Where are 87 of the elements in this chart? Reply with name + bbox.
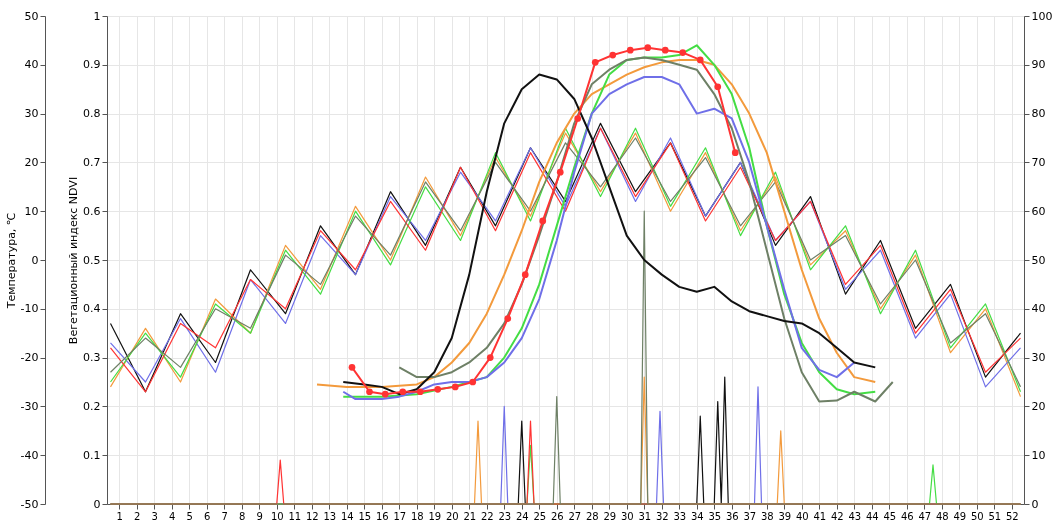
- y2-tick-label: 70: [1031, 155, 1046, 169]
- y3-tick-label: 0: [31, 253, 39, 267]
- y2-tick-label: 100: [1031, 9, 1053, 23]
- x-tick-label: 40: [795, 510, 809, 522]
- y-tick-label: 0: [93, 497, 101, 511]
- y2-tick-label: 60: [1031, 204, 1046, 218]
- x-tick-label: 13: [323, 510, 337, 522]
- x-tick-label: 6: [204, 510, 211, 522]
- x-tick-label: 15: [358, 510, 372, 522]
- x-tick-label: 4: [169, 510, 176, 522]
- y2-tick-label: 80: [1031, 107, 1046, 121]
- x-tick-label: 37: [743, 510, 757, 522]
- x-tick-label: 7: [221, 510, 228, 522]
- y3-tick-label: -20: [20, 351, 39, 365]
- y2-tick-label: 50: [1031, 253, 1046, 267]
- x-tick-label: 33: [673, 510, 687, 522]
- x-tick-label: 49: [953, 510, 967, 522]
- x-tick-label: 43: [848, 510, 862, 522]
- x-tick-label: 47: [918, 510, 932, 522]
- y3-tick-label: -10: [20, 302, 39, 316]
- y2-tick-label: 30: [1031, 351, 1046, 365]
- x-tick-label: 27: [568, 510, 582, 522]
- x-tick-label: 25: [533, 510, 547, 522]
- x-tick-label: 14: [340, 510, 354, 522]
- x-tick-label: 45: [883, 510, 897, 522]
- x-tick-label: 38: [760, 510, 774, 522]
- x-tick-label: 44: [865, 510, 879, 522]
- y-tick-label: 0.7: [83, 155, 101, 169]
- y-tick-label: 1: [93, 9, 101, 23]
- x-tick-label: 26: [550, 510, 564, 522]
- x-tick-label: 41: [813, 510, 827, 522]
- x-tick-label: 34: [690, 510, 704, 522]
- y3-tick-label: -40: [20, 448, 39, 462]
- x-tick-label: 46: [900, 510, 914, 522]
- y3-axis-title: Температура, ℃: [4, 212, 18, 310]
- y3-tick-label: 50: [24, 9, 39, 23]
- y-tick-label: 0.2: [83, 399, 101, 413]
- x-tick-label: 5: [186, 510, 193, 522]
- x-tick-label: 50: [970, 510, 984, 522]
- y-tick-label: 0.5: [83, 253, 101, 267]
- y2-tick-label: 10: [1031, 448, 1046, 462]
- x-tick-label: 2: [134, 510, 141, 522]
- y-axis-title: Вегетационный индекс NDVI: [67, 176, 81, 345]
- x-tick-label: 20: [445, 510, 459, 522]
- x-tick-label: 9: [256, 510, 263, 522]
- y-tick-label: 0.4: [83, 302, 101, 316]
- x-tick-label: 3: [151, 510, 158, 522]
- y2-tick-label: 40: [1031, 302, 1046, 316]
- y-tick-label: 0.6: [83, 204, 101, 218]
- x-tick-label: 1: [116, 510, 123, 522]
- x-tick-label: 11: [288, 510, 302, 522]
- y-tick-label: 0.8: [83, 107, 101, 121]
- x-tick-label: 30: [620, 510, 634, 522]
- x-tick-label: 22: [480, 510, 494, 522]
- x-tick-label: 36: [725, 510, 739, 522]
- x-tick-label: 35: [708, 510, 722, 522]
- x-tick-label: 31: [638, 510, 652, 522]
- x-tick-label: 10: [270, 510, 284, 522]
- x-tick-label: 21: [463, 510, 477, 522]
- x-tick-label: 39: [778, 510, 792, 522]
- y3-tick-label: 10: [24, 204, 39, 218]
- y2-tick-label: 0: [1031, 497, 1039, 511]
- x-tick-label: 16: [375, 510, 389, 522]
- x-tick-label: 17: [393, 510, 407, 522]
- x-tick-label: 28: [585, 510, 599, 522]
- x-tick-label: 8: [239, 510, 246, 522]
- x-tick-label: 32: [655, 510, 669, 522]
- y2-tick-label: 90: [1031, 58, 1046, 72]
- x-tick-label: 24: [515, 510, 529, 522]
- x-tick-label: 52: [1005, 510, 1019, 522]
- x-tick-label: 19: [428, 510, 442, 522]
- y-tick-label: 0.1: [83, 448, 101, 462]
- y2-tick-label: 20: [1031, 399, 1046, 413]
- y3-tick-label: 30: [24, 107, 39, 121]
- x-tick-label: 42: [830, 510, 844, 522]
- y3-tick-label: -50: [20, 497, 39, 511]
- x-tick-label: 51: [988, 510, 1002, 522]
- x-tick-label: 12: [305, 510, 319, 522]
- y3-tick-label: 20: [24, 155, 39, 169]
- y3-tick-label: 40: [24, 58, 39, 72]
- x-tick-label: 23: [498, 510, 512, 522]
- x-tick-label: 29: [603, 510, 617, 522]
- y3-tick-label: -30: [20, 399, 39, 413]
- x-tick-label: 18: [410, 510, 424, 522]
- y-tick-label: 0.9: [83, 58, 101, 72]
- y-tick-label: 0.3: [83, 351, 101, 365]
- x-tick-label: 48: [935, 510, 949, 522]
